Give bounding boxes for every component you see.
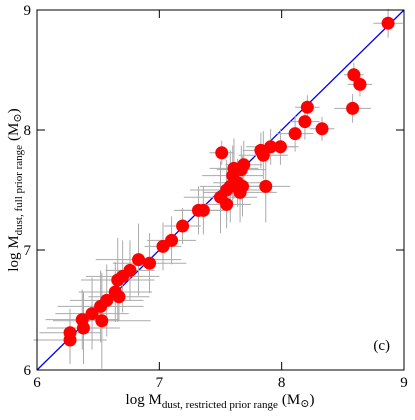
data-point: [63, 333, 77, 347]
data-point: [108, 285, 122, 299]
data-point: [300, 100, 314, 114]
x-tick-label: 8: [278, 375, 286, 391]
data-point: [143, 256, 157, 270]
data-point: [347, 68, 361, 82]
data-point: [76, 321, 90, 335]
data-point: [132, 253, 146, 267]
data-point: [288, 127, 302, 141]
data-point: [156, 239, 170, 253]
data-point: [315, 122, 329, 136]
data-point: [273, 140, 287, 154]
plot-frame: [36, 9, 405, 371]
y-label-unit-close: ): [6, 108, 22, 113]
data-point: [381, 16, 395, 30]
panel-annotation: (c): [373, 338, 390, 354]
data-point: [220, 197, 234, 211]
y-tick-label: 9: [24, 3, 32, 19]
data-point: [346, 101, 360, 115]
x-label-unit: (M: [282, 392, 300, 408]
data-point: [95, 314, 109, 328]
data-point: [215, 146, 229, 160]
x-label-unit-symbol: ⊙: [300, 398, 309, 410]
data-point: [264, 140, 278, 154]
x-tick-label: 9: [400, 375, 408, 391]
y-tick-label: 6: [24, 363, 32, 379]
data-point: [256, 148, 270, 162]
y-tick-label: 7: [24, 243, 32, 259]
y-tick-label: 8: [24, 123, 32, 139]
y-label-main: log M: [6, 235, 22, 271]
data-point: [191, 203, 205, 217]
y-label-unit-symbol: ⊙: [12, 113, 24, 122]
data-point: [176, 219, 190, 233]
x-label-main: log M: [126, 392, 162, 408]
x-label-sub: dust, restricted prior range: [162, 399, 278, 411]
x-tick-label: 7: [156, 375, 164, 391]
y-label-unit: (M: [6, 123, 22, 141]
x-axis-label: log Mdust, restricted prior range (M⊙): [126, 392, 315, 411]
data-point: [259, 179, 273, 193]
data-point: [353, 77, 367, 91]
y-label-sub: dust, full prior range: [13, 145, 25, 236]
x-tick-label: 6: [33, 375, 41, 391]
x-label-unit-close: ): [309, 392, 314, 408]
data-point: [298, 115, 312, 129]
data-point: [111, 273, 125, 287]
data-point: [236, 179, 250, 193]
y-axis-label: log Mdust, full prior range (M⊙): [6, 108, 25, 271]
plot-area: [33, 8, 405, 371]
data-point: [85, 307, 99, 321]
data-point: [94, 299, 108, 313]
